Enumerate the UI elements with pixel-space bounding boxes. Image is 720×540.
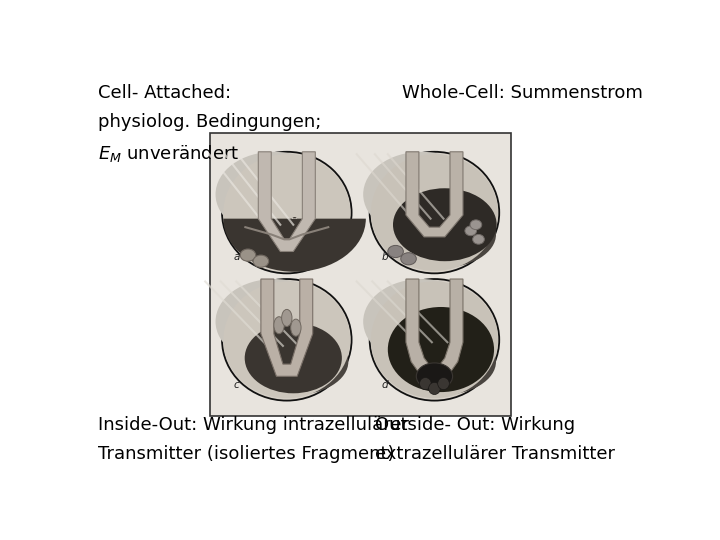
Ellipse shape — [388, 245, 403, 258]
Ellipse shape — [238, 328, 348, 395]
Ellipse shape — [416, 363, 453, 390]
Text: Transmitter (isoliertes Fragment): Transmitter (isoliertes Fragment) — [99, 446, 395, 463]
Ellipse shape — [253, 255, 269, 267]
Ellipse shape — [369, 279, 499, 401]
Ellipse shape — [223, 154, 351, 271]
Text: Outside- Out: Wirkung: Outside- Out: Wirkung — [374, 416, 575, 434]
Ellipse shape — [371, 281, 498, 398]
Ellipse shape — [223, 281, 351, 398]
Ellipse shape — [428, 382, 441, 395]
Ellipse shape — [371, 154, 498, 271]
Ellipse shape — [240, 249, 256, 261]
Text: d: d — [382, 380, 388, 390]
Polygon shape — [406, 279, 463, 376]
Polygon shape — [258, 152, 315, 252]
Ellipse shape — [393, 188, 497, 261]
Ellipse shape — [238, 201, 348, 268]
Ellipse shape — [388, 307, 494, 392]
Text: $E_M$ unverändert: $E_M$ unverändert — [99, 144, 240, 164]
Text: Inside-Out: Wirkung intrazellulärer: Inside-Out: Wirkung intrazellulärer — [99, 416, 410, 434]
Ellipse shape — [282, 309, 292, 327]
Ellipse shape — [215, 279, 332, 364]
Ellipse shape — [215, 152, 332, 237]
Ellipse shape — [369, 152, 499, 273]
Ellipse shape — [274, 316, 284, 334]
Text: Cell- Attached:: Cell- Attached: — [99, 84, 232, 102]
Ellipse shape — [386, 328, 496, 395]
Ellipse shape — [222, 152, 351, 273]
Wedge shape — [223, 217, 366, 272]
Ellipse shape — [363, 279, 480, 364]
Text: a: a — [234, 252, 240, 262]
Text: physiolog. Bedingungen;: physiolog. Bedingungen; — [99, 113, 322, 131]
Ellipse shape — [420, 377, 431, 390]
Ellipse shape — [401, 253, 416, 265]
Ellipse shape — [438, 377, 449, 390]
Text: c: c — [234, 380, 240, 390]
Ellipse shape — [465, 226, 477, 235]
Text: extrazellulärer Transmitter: extrazellulärer Transmitter — [374, 446, 615, 463]
Polygon shape — [261, 279, 312, 376]
Ellipse shape — [245, 323, 342, 393]
Text: b: b — [382, 252, 388, 262]
Ellipse shape — [363, 152, 480, 237]
Ellipse shape — [222, 279, 351, 401]
Ellipse shape — [291, 319, 301, 336]
Polygon shape — [406, 152, 463, 237]
Ellipse shape — [386, 201, 496, 268]
Ellipse shape — [470, 220, 482, 229]
Bar — [210, 133, 511, 416]
Text: Whole-Cell: Summenstrom: Whole-Cell: Summenstrom — [402, 84, 644, 102]
Ellipse shape — [472, 234, 485, 244]
